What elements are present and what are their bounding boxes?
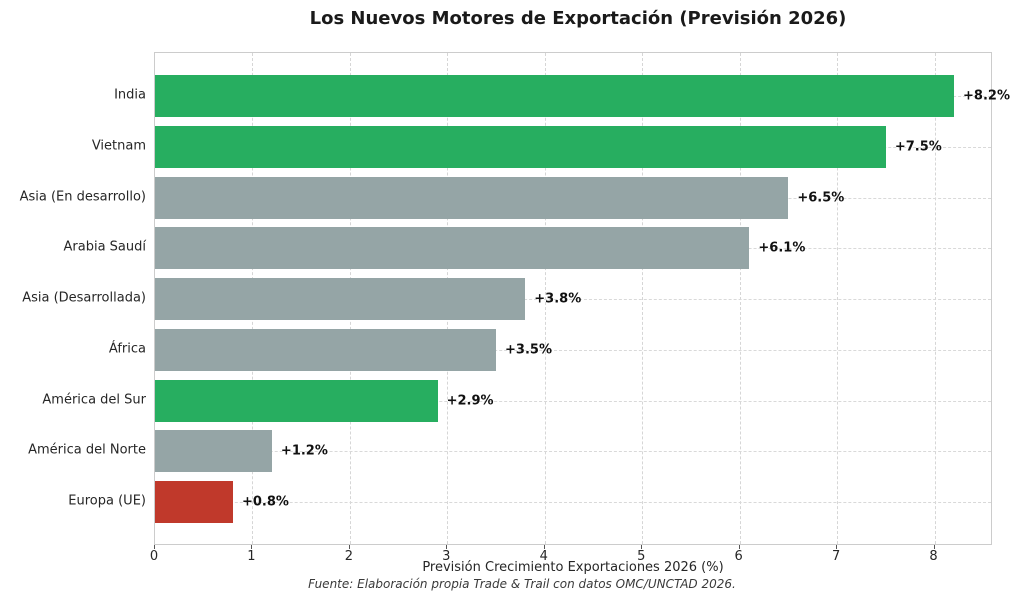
x-tick-label: 3 bbox=[442, 549, 451, 564]
x-tick-mark bbox=[641, 545, 643, 549]
bar bbox=[155, 278, 526, 320]
bar-value-label: +8.2% bbox=[963, 88, 1010, 104]
v-gridline bbox=[739, 53, 741, 544]
x-axis-label: Previsión Crecimiento Exportaciones 2026… bbox=[422, 560, 724, 575]
h-gridline bbox=[155, 299, 991, 300]
y-axis-category-labels: India Vietnam Asia (En desarrollo) Arabia S… bbox=[0, 52, 146, 545]
bar-value-label: +6.1% bbox=[758, 240, 806, 256]
category-label: Vietnam bbox=[91, 138, 146, 154]
category-label: América del Norte bbox=[28, 442, 146, 458]
x-tick-label: 8 bbox=[929, 549, 938, 564]
v-gridline bbox=[837, 53, 839, 544]
bar bbox=[155, 430, 272, 473]
source-note: Fuente: Elaboración propia Trade & Trail… bbox=[308, 577, 736, 591]
bar-value-label: +1.2% bbox=[280, 443, 328, 459]
category-label: Europa (UE) bbox=[68, 493, 146, 509]
bar bbox=[155, 75, 955, 117]
h-gridline bbox=[155, 502, 991, 503]
bar-value-label: +3.8% bbox=[534, 291, 582, 307]
x-tick-label: 2 bbox=[344, 549, 354, 564]
x-tick-label: 0 bbox=[149, 549, 159, 564]
x-tick-mark bbox=[154, 545, 155, 549]
bar bbox=[155, 176, 789, 219]
x-tick-mark bbox=[738, 545, 740, 549]
x-tick-label: 1 bbox=[247, 549, 256, 564]
category-label: India bbox=[114, 87, 146, 103]
x-tick-label: 6 bbox=[734, 549, 743, 564]
bar bbox=[155, 227, 750, 270]
x-tick-label: 7 bbox=[831, 549, 841, 564]
h-gridline bbox=[155, 349, 991, 351]
bar-value-label: +0.8% bbox=[241, 494, 289, 510]
h-gridline bbox=[155, 451, 991, 453]
bar-value-label: +7.5% bbox=[894, 139, 942, 155]
bar-value-label: +6.5% bbox=[797, 190, 845, 205]
x-tick-label: 4 bbox=[539, 549, 548, 564]
category-label: Asia (En desarrollo) bbox=[19, 189, 146, 204]
v-gridline bbox=[934, 53, 936, 544]
x-tick-mark bbox=[836, 545, 838, 549]
v-gridline bbox=[544, 53, 546, 544]
x-tick-mark bbox=[933, 545, 935, 549]
v-gridline bbox=[642, 53, 644, 544]
plot-area: +8.2% +7.5% +6.5% +6.1% +3.8% +3.5% +2.9% +1.2%… bbox=[154, 52, 1010, 545]
bar bbox=[155, 379, 438, 422]
category-label: América del Sur bbox=[42, 392, 146, 407]
bar bbox=[155, 125, 886, 168]
x-tick-mark bbox=[251, 545, 253, 549]
category-label: Asia (Desarrollada) bbox=[22, 290, 146, 306]
category-label: África bbox=[108, 341, 146, 357]
category-label: Arabia Saudí bbox=[63, 239, 147, 255]
h-gridline bbox=[155, 400, 991, 402]
x-tick-mark bbox=[348, 545, 350, 549]
bar bbox=[155, 328, 497, 371]
chart-title: Los Nuevos Motores de Exportación (Previ… bbox=[309, 8, 847, 29]
x-tick-mark bbox=[543, 545, 545, 549]
x-tick-label: 5 bbox=[637, 549, 646, 564]
bar bbox=[155, 481, 233, 523]
x-tick-mark bbox=[446, 545, 448, 549]
bar-value-label: +2.9% bbox=[446, 393, 494, 408]
bar-value-label: +3.5% bbox=[505, 342, 552, 358]
x-axis-ticks: 0 1 2 3 4 5 6 7 8 bbox=[150, 545, 992, 567]
